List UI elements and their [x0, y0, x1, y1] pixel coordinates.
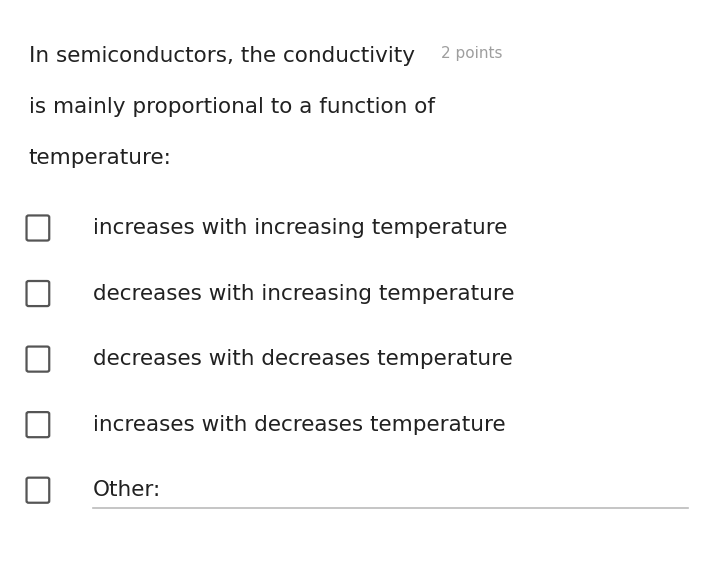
Text: In semiconductors, the conductivity: In semiconductors, the conductivity: [29, 46, 414, 66]
FancyBboxPatch shape: [27, 478, 49, 503]
Text: is mainly proportional to a function of: is mainly proportional to a function of: [29, 97, 435, 117]
Text: increases with increasing temperature: increases with increasing temperature: [93, 218, 508, 238]
Text: temperature:: temperature:: [29, 148, 171, 168]
Text: 2 points: 2 points: [441, 46, 503, 60]
FancyBboxPatch shape: [27, 347, 49, 372]
FancyBboxPatch shape: [27, 412, 49, 437]
FancyBboxPatch shape: [27, 281, 49, 306]
Text: Other:: Other:: [93, 480, 161, 500]
Text: decreases with decreases temperature: decreases with decreases temperature: [93, 349, 513, 369]
Text: increases with decreases temperature: increases with decreases temperature: [93, 414, 505, 435]
FancyBboxPatch shape: [27, 215, 49, 241]
Text: decreases with increasing temperature: decreases with increasing temperature: [93, 283, 515, 304]
